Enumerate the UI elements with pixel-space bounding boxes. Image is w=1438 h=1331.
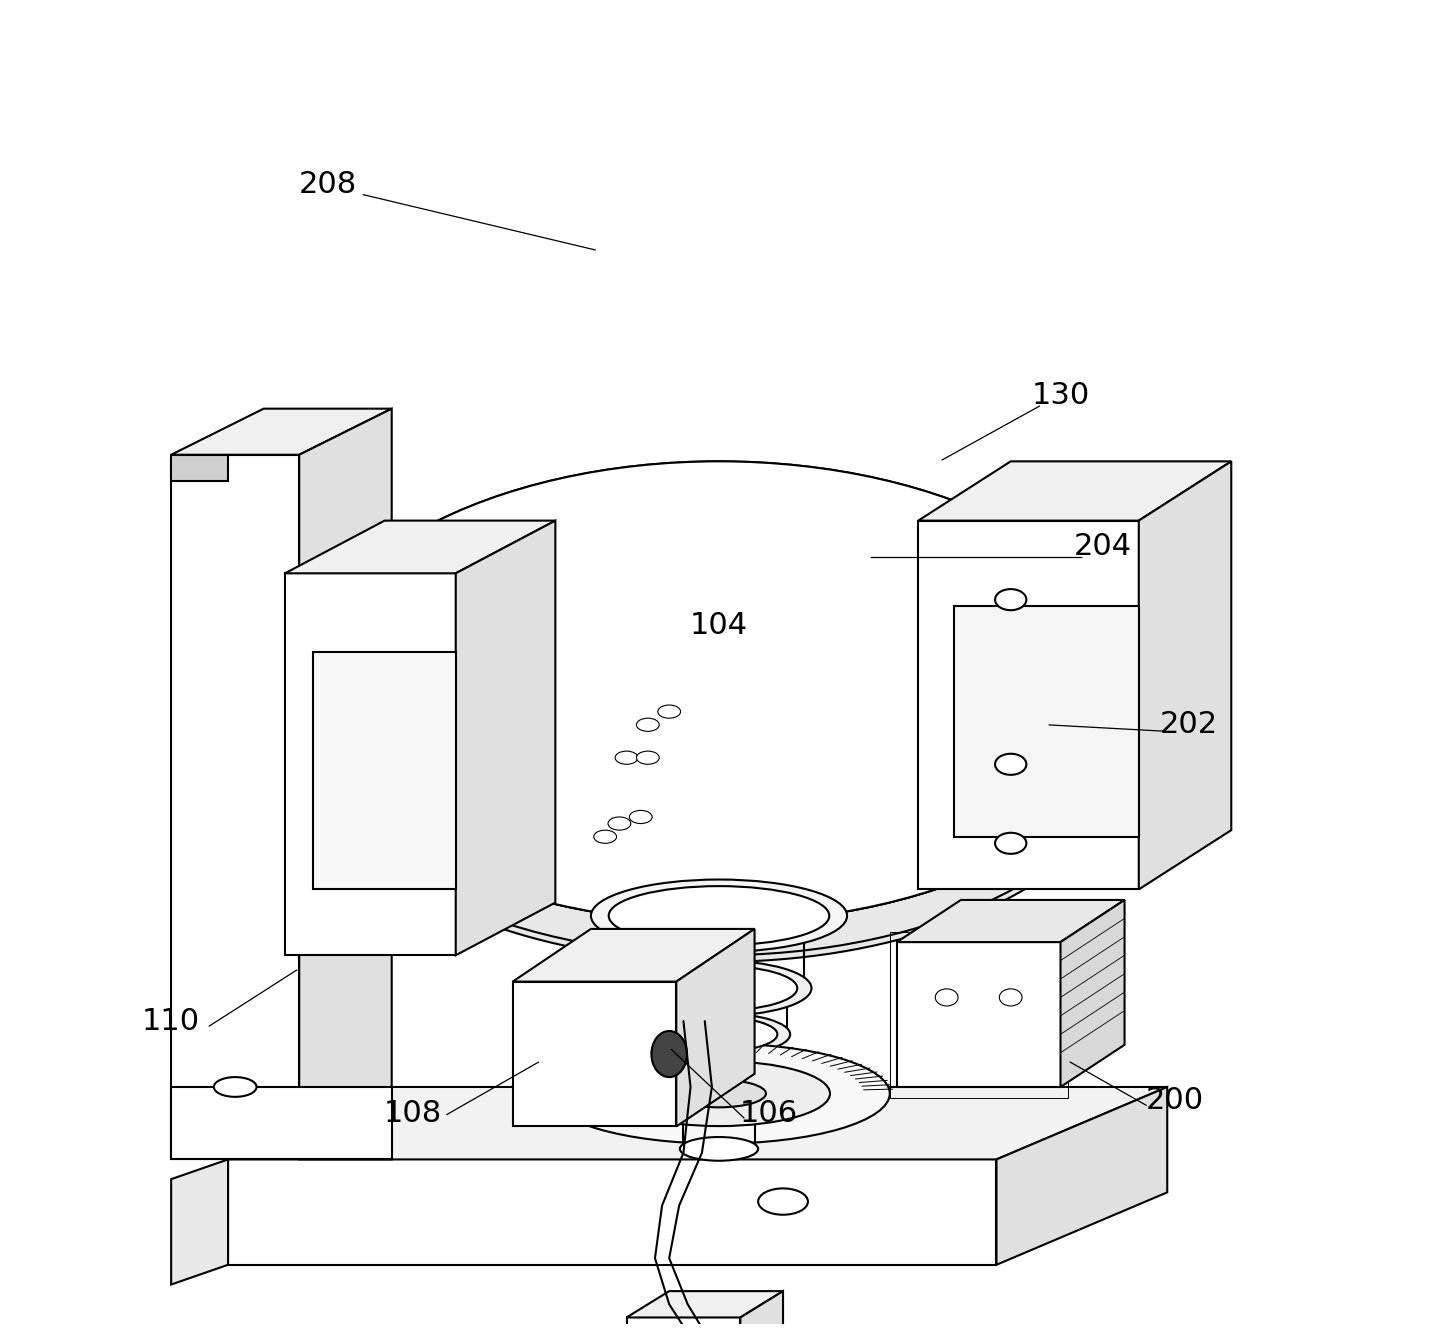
Ellipse shape [657, 705, 680, 719]
Ellipse shape [680, 1137, 758, 1161]
Polygon shape [1060, 900, 1125, 1087]
Ellipse shape [630, 811, 651, 824]
Polygon shape [229, 1159, 997, 1264]
Polygon shape [513, 929, 755, 981]
Ellipse shape [548, 1044, 890, 1143]
Ellipse shape [672, 1079, 766, 1107]
Ellipse shape [660, 1017, 778, 1051]
Polygon shape [171, 455, 229, 480]
Text: 202: 202 [1159, 711, 1218, 739]
Ellipse shape [995, 833, 1027, 855]
Polygon shape [676, 929, 755, 1126]
Ellipse shape [627, 961, 811, 1016]
Text: 130: 130 [1031, 381, 1090, 410]
Text: 200: 200 [1145, 1086, 1204, 1114]
Ellipse shape [608, 1061, 830, 1126]
Ellipse shape [637, 719, 659, 731]
Ellipse shape [641, 966, 797, 1010]
Text: 106: 106 [739, 1099, 798, 1127]
Polygon shape [627, 1291, 784, 1318]
Polygon shape [229, 1087, 1168, 1159]
Polygon shape [171, 409, 391, 455]
Polygon shape [953, 606, 1139, 837]
Ellipse shape [608, 817, 631, 831]
Polygon shape [285, 520, 555, 574]
Ellipse shape [594, 831, 617, 844]
Text: 104: 104 [690, 611, 748, 640]
Ellipse shape [299, 462, 1139, 922]
Ellipse shape [651, 1032, 687, 1077]
Polygon shape [741, 1291, 784, 1331]
Polygon shape [285, 574, 456, 956]
Polygon shape [171, 455, 299, 1159]
Polygon shape [171, 1087, 391, 1159]
Polygon shape [1139, 462, 1231, 889]
Polygon shape [305, 728, 1133, 962]
Ellipse shape [615, 751, 638, 764]
Text: 208: 208 [299, 170, 357, 200]
Polygon shape [456, 520, 555, 956]
Ellipse shape [995, 753, 1027, 775]
Polygon shape [299, 409, 391, 1159]
Ellipse shape [758, 1189, 808, 1215]
Polygon shape [171, 1159, 229, 1284]
Text: 108: 108 [384, 1099, 441, 1127]
Ellipse shape [649, 1013, 789, 1055]
Ellipse shape [995, 590, 1027, 610]
Text: 204: 204 [1074, 532, 1132, 562]
Polygon shape [313, 652, 456, 889]
Polygon shape [919, 462, 1231, 520]
Ellipse shape [214, 1077, 256, 1097]
Polygon shape [627, 1318, 741, 1331]
Polygon shape [513, 981, 676, 1126]
Ellipse shape [999, 989, 1022, 1006]
Ellipse shape [591, 880, 847, 952]
Ellipse shape [935, 989, 958, 1006]
Ellipse shape [608, 886, 830, 945]
Ellipse shape [299, 462, 1139, 922]
Text: 110: 110 [142, 1006, 200, 1036]
Polygon shape [919, 520, 1139, 889]
Polygon shape [897, 942, 1060, 1087]
Ellipse shape [637, 751, 659, 764]
Polygon shape [997, 1087, 1168, 1264]
Polygon shape [897, 900, 1125, 942]
